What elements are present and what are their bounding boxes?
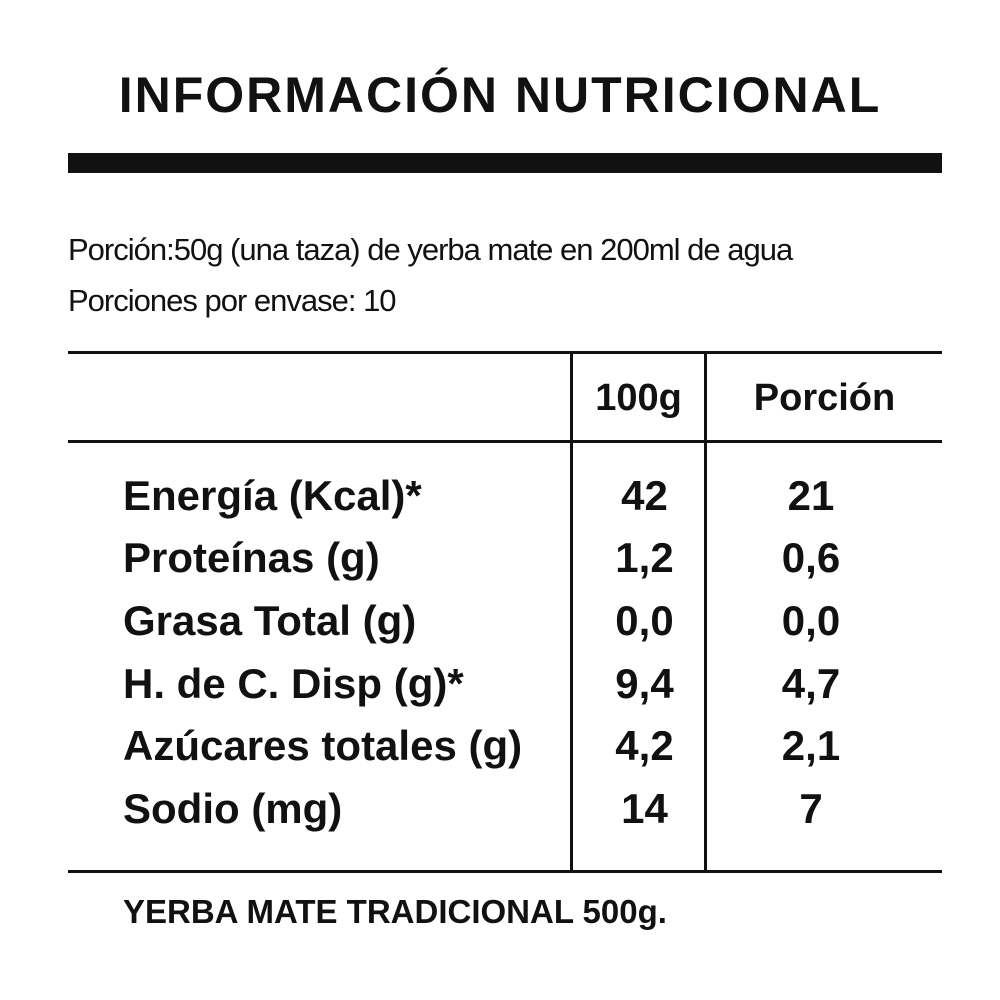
table-row: Energía (Kcal)* 42 21 (0, 472, 1000, 534)
page-title: INFORMACIÓN NUTRICIONAL (118, 67, 882, 123)
value-per-portion: 2,1 (781, 722, 841, 769)
table-row: Azúcares totales (g) 4,2 2,1 (0, 722, 1000, 784)
value-per-100g: 1,2 (615, 534, 674, 581)
servings-per-container-text: Porciones por envase: 10 (68, 283, 397, 318)
table-top-border (68, 351, 942, 354)
value-per-portion: 4,7 (781, 660, 841, 707)
value-per-portion: 0,0 (781, 597, 841, 644)
value-per-portion: 21 (787, 472, 835, 519)
table-row: Sodio (mg) 14 7 (0, 785, 1000, 847)
nutrient-label: Azúcares totales (g) (123, 722, 523, 769)
title-divider-bar (68, 153, 942, 173)
serving-size-text: Porción:50g (una taza) de yerba mate en … (68, 232, 793, 267)
column-header-portion: Porción (753, 377, 896, 419)
value-per-portion: 7 (799, 785, 823, 832)
nutrient-label: Sodio (mg) (123, 785, 343, 832)
value-per-100g: 42 (621, 472, 668, 519)
column-divider-portion (704, 351, 707, 873)
product-name-footer: YERBA MATE TRADICIONAL 500g. (123, 893, 667, 930)
value-per-portion: 0,6 (781, 534, 841, 581)
table-bottom-border (68, 870, 942, 873)
nutrient-label: Energía (Kcal)* (123, 472, 422, 519)
nutrient-label: H. de C. Disp (g)* (123, 660, 464, 707)
table-header-divider (68, 440, 942, 443)
nutrient-label: Proteínas (g) (123, 534, 380, 581)
value-per-100g: 4,2 (615, 722, 674, 769)
table-row: Grasa Total (g) 0,0 0,0 (0, 597, 1000, 659)
column-header-100g: 100g (595, 377, 682, 419)
table-row: H. de C. Disp (g)* 9,4 4,7 (0, 660, 1000, 722)
column-divider-100g (570, 351, 573, 873)
table-row: Proteínas (g) 1,2 0,6 (0, 534, 1000, 596)
value-per-100g: 14 (621, 785, 668, 832)
value-per-100g: 9,4 (615, 660, 674, 707)
value-per-100g: 0,0 (615, 597, 674, 644)
nutrient-label: Grasa Total (g) (123, 597, 417, 644)
